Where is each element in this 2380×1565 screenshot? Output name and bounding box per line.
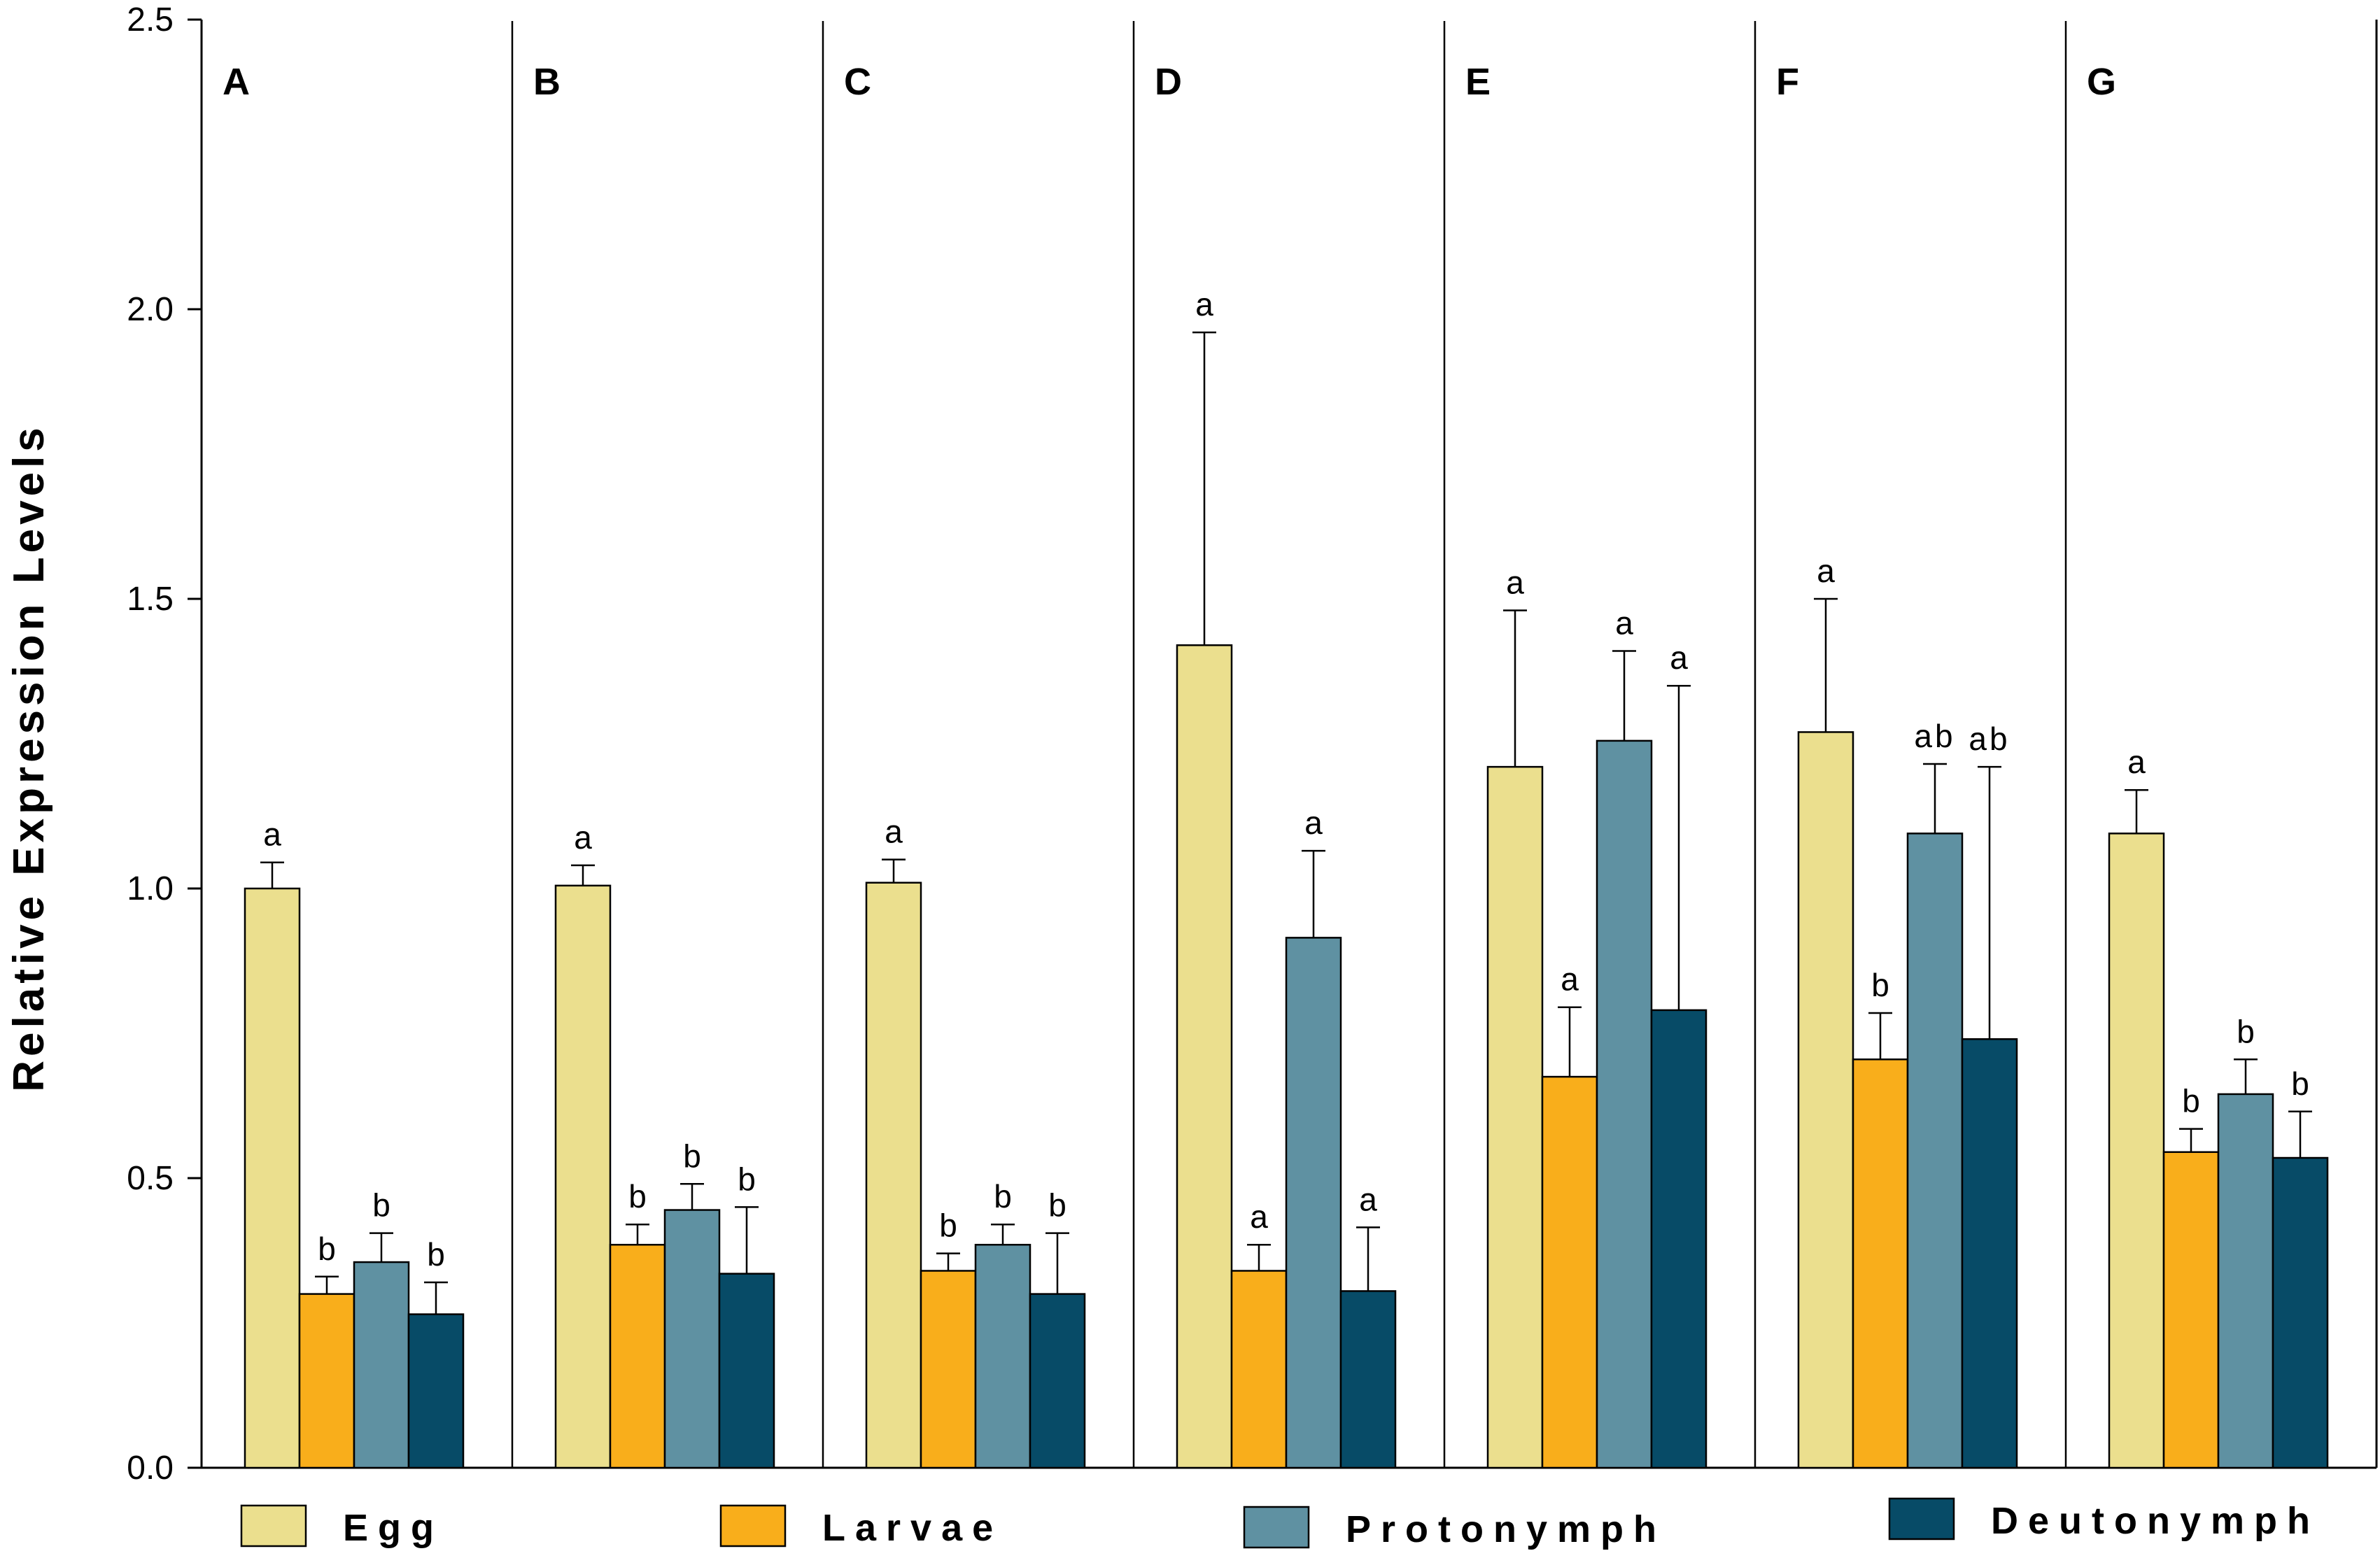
sig-label-egg-d: a [1195,286,1213,323]
legend-swatch-deutonymph [1888,1497,1955,1541]
y-tick-label: 0.0 [127,1450,174,1487]
sig-label-larvae-f: b [1871,967,1889,1003]
sig-label-egg-g: a [2127,744,2146,780]
bar-protonymph-d [1285,937,1342,1469]
bar-protonymph-f [1906,833,1964,1469]
sig-label-deutonymph-b: b [738,1161,756,1197]
bar-egg-e [1486,765,1544,1469]
sig-label-deutonymph-g: b [2291,1065,2309,1102]
panel-label-b: B [533,61,561,103]
bar-deutonymph-g [2272,1156,2329,1469]
sig-label-deutonymph-a: b [427,1236,445,1273]
legend-swatch-larvae [719,1504,787,1548]
bar-larvae-d [1230,1270,1288,1469]
bar-protonymph-e [1596,739,1653,1469]
legend-label-deutonymph: Deutonymph [1991,1500,2320,1542]
y-tick-label: 1.0 [127,870,174,907]
sig-label-deutonymph-e: a [1670,639,1688,676]
bar-deutonymph-e [1650,1009,1707,1469]
bar-larvae-f [1852,1058,1909,1469]
bar-egg-d [1176,644,1233,1469]
y-tick-label: 1.5 [127,581,174,618]
sig-label-protonymph-b: b [683,1138,701,1174]
bar-egg-b [554,884,612,1469]
bar-larvae-e [1541,1075,1598,1469]
legend-label-egg: Egg [343,1507,444,1549]
axes [188,18,2378,1469]
panel-label-a: A [223,61,250,103]
bar-deutonymph-c [1029,1293,1086,1469]
sig-label-deutonymph-d: a [1359,1181,1377,1217]
bar-deutonymph-d [1339,1290,1397,1469]
sig-label-larvae-c: b [939,1208,957,1244]
y-axis-title: Relative Expression Levels [5,423,53,1092]
sig-label-egg-a: a [263,816,281,853]
legend-swatch-egg [240,1504,307,1548]
sig-label-protonymph-c: b [994,1178,1012,1215]
sig-label-egg-f: a [1817,553,1835,589]
bar-larvae-b [609,1243,666,1469]
bars-layer [244,331,2329,1469]
bar-protonymph-b [663,1209,721,1469]
bar-deutonymph-f [1961,1038,2018,1469]
bar-protonymph-c [974,1243,1031,1469]
bar-protonymph-g [2217,1093,2274,1469]
bar-egg-a [244,887,301,1469]
legend-label-protonymph: Protonymph [1346,1508,1666,1550]
labels-layer: 0.0 0.5 1.0 1.5 2.0 2.5 Relative Expression Le… [5,1,2309,1487]
sig-label-protonymph-f: ab [1914,718,1955,754]
bar-protonymph-a [353,1261,410,1469]
sig-label-deutonymph-f: ab [1969,721,2010,757]
y-tick-label: 2.5 [127,1,174,38]
sig-label-larvae-d: a [1250,1198,1268,1235]
sig-label-protonymph-d: a [1304,805,1323,841]
sig-label-protonymph-g: b [2237,1013,2255,1049]
sig-label-larvae-e: a [1561,961,1579,998]
sig-label-deutonymph-c: b [1048,1187,1066,1224]
sig-label-egg-b: a [574,819,592,856]
bar-larvae-a [298,1293,355,1469]
sig-label-larvae-a: b [318,1231,336,1267]
bar-egg-g [2108,833,2165,1469]
panel-label-c: C [844,61,871,103]
sig-label-egg-c: a [885,814,903,850]
sig-label-protonymph-a: b [372,1187,390,1224]
bar-deutonymph-a [407,1313,465,1469]
bar-egg-c [865,881,922,1469]
sig-label-larvae-g: b [2182,1083,2200,1119]
y-tick-label: 2.0 [127,291,174,328]
legend-label-larvae: Larvae [822,1507,1003,1549]
panel-label-d: D [1155,61,1182,103]
panel-label-e: E [1465,61,1491,103]
bar-deutonymph-b [718,1273,775,1469]
sig-label-larvae-b: b [628,1178,647,1215]
bar-egg-f [1797,731,1854,1469]
bar-larvae-g [2162,1151,2220,1469]
sig-label-protonymph-e: a [1615,605,1633,642]
y-tick-label: 0.5 [127,1160,174,1197]
legend-swatch-protonymph [1243,1506,1310,1549]
bar-larvae-c [920,1270,977,1469]
sig-label-egg-e: a [1506,565,1524,601]
panel-label-g: G [2087,61,2116,103]
panel-label-f: F [1776,61,1799,103]
legend: Egg Larvae Protonymph Deutonymph [240,1497,2320,1550]
